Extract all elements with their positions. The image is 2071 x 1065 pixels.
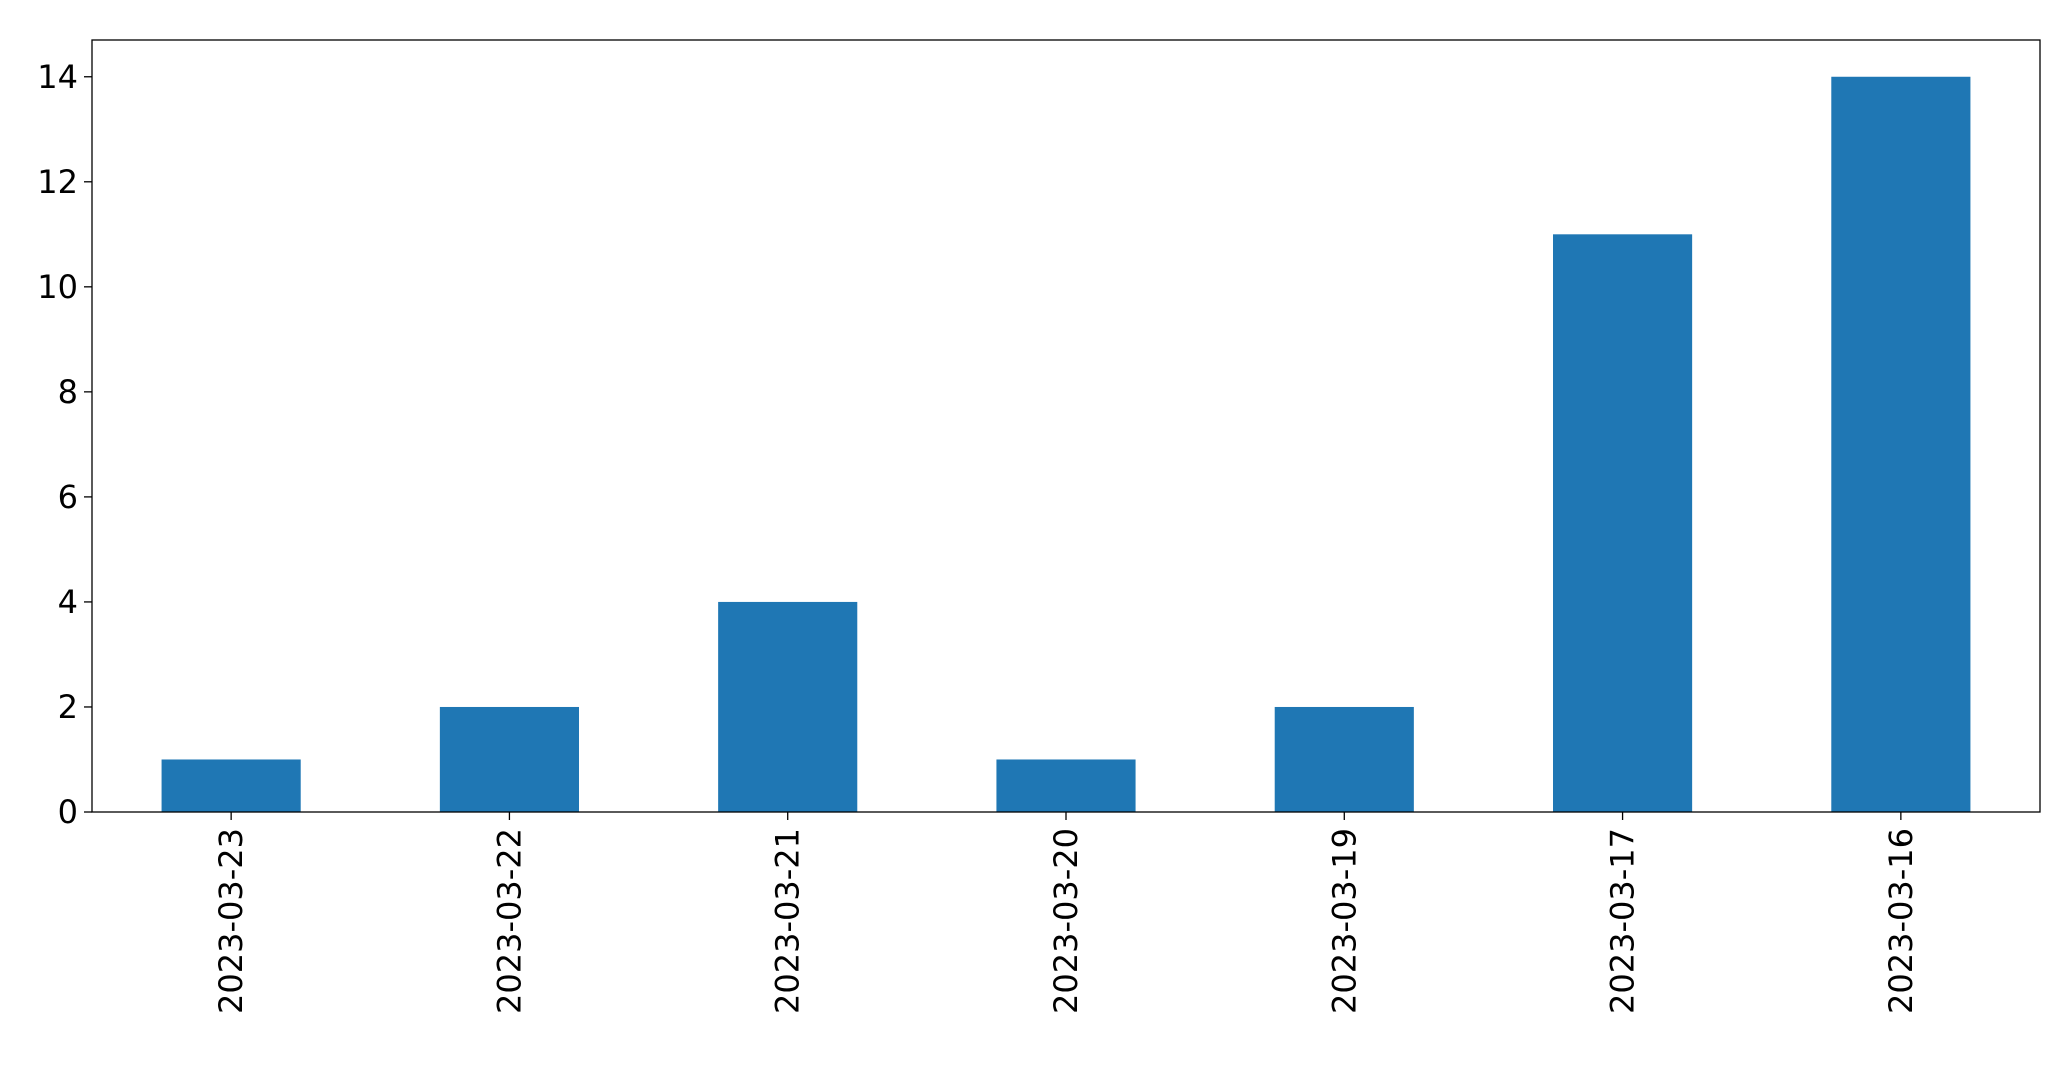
y-tick-label: 14 <box>37 58 78 96</box>
y-tick-label: 8 <box>58 373 78 411</box>
x-tick-label: 2023-03-19 <box>1325 828 1363 1014</box>
bar-2023-03-22 <box>439 706 579 812</box>
plot-frame <box>91 39 2041 813</box>
x-tick-label: 2023-03-20 <box>1047 828 1085 1014</box>
y-tick-label: 10 <box>37 268 78 306</box>
x-tick-label: 2023-03-17 <box>1604 828 1642 1014</box>
x-tick-label: 2023-03-16 <box>1882 828 1920 1014</box>
x-tick-label: 2023-03-22 <box>490 828 528 1014</box>
y-tick-label: 12 <box>37 163 78 201</box>
y-axis: 0 2 4 6 8 10 12 14 <box>37 58 92 831</box>
bar-2023-03-20 <box>996 759 1136 812</box>
bar-2023-03-16 <box>1831 76 1971 812</box>
y-tick-label: 2 <box>58 688 78 726</box>
bar-2023-03-23 <box>161 759 301 812</box>
x-tick-label: 2023-03-23 <box>212 828 250 1014</box>
bar-2023-03-19 <box>1274 706 1414 812</box>
bar-2023-03-17 <box>1553 234 1693 812</box>
y-tick-label: 0 <box>58 793 78 831</box>
x-tick-label: 2023-03-21 <box>769 828 807 1014</box>
bars-layer <box>161 76 1971 812</box>
x-axis: 2023-03-23 2023-03-22 2023-03-21 2023-03-20… <box>212 812 1920 1014</box>
y-tick-label: 6 <box>58 478 78 516</box>
y-tick-label: 4 <box>58 583 78 621</box>
bar-2023-03-21 <box>718 601 858 812</box>
